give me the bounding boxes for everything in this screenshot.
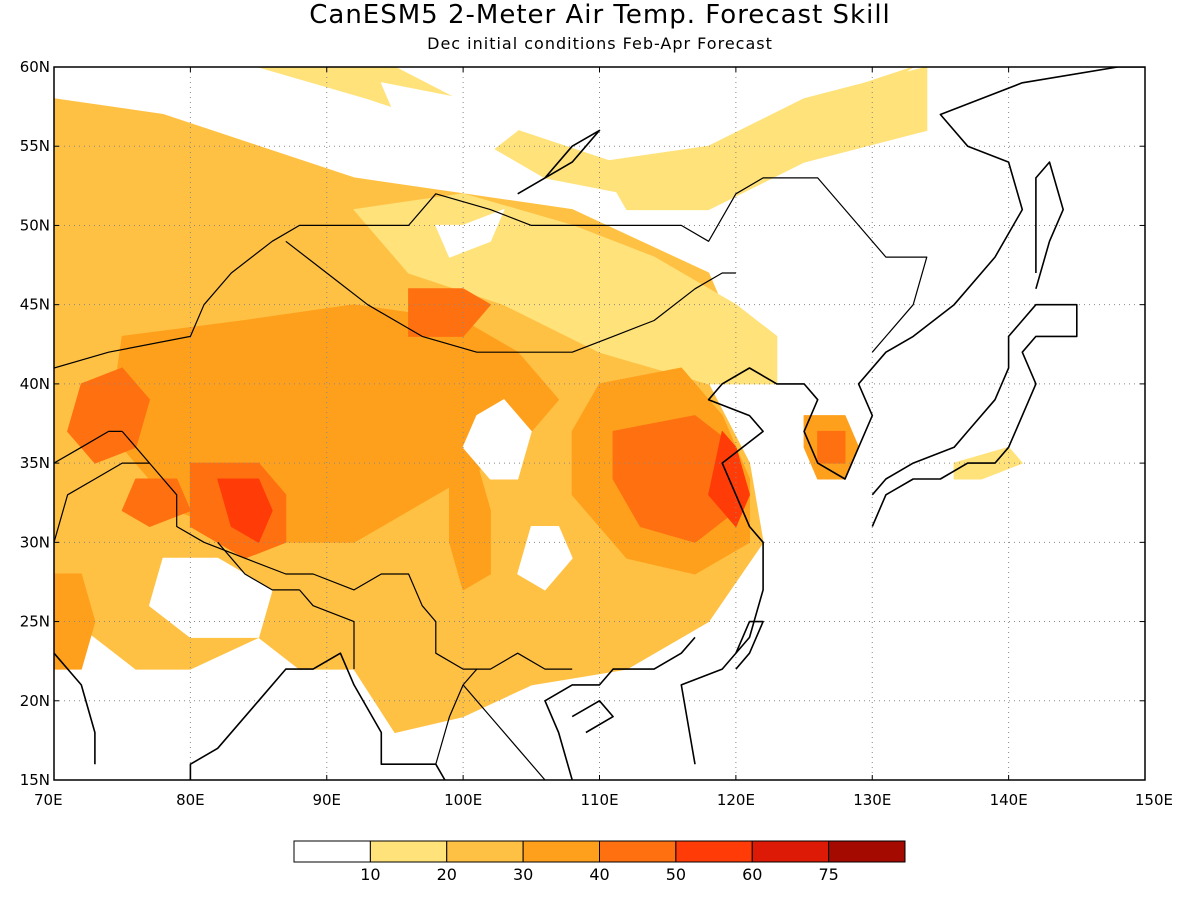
skill-region-white-mongolia	[435, 209, 505, 258]
country-border	[299, 589, 355, 670]
country-border	[435, 668, 478, 765]
coastline	[735, 620, 764, 670]
skill-region-korea-south	[817, 430, 846, 464]
y-tick-label: 40N	[20, 375, 50, 393]
colorbar: 10 20 30 40 50 60 75	[293, 840, 906, 884]
country-border	[54, 462, 150, 543]
coastline	[189, 652, 436, 780]
colorbar-box	[599, 840, 677, 863]
colorbar-box	[293, 840, 371, 863]
colorbar-box	[828, 840, 906, 863]
x-tick-label: 150E	[1135, 791, 1173, 809]
coastline	[517, 129, 601, 195]
x-tick-label: 70E	[34, 791, 63, 809]
y-tick-label: 30N	[20, 533, 50, 551]
coastline	[871, 303, 1078, 527]
colorbar-box	[522, 840, 600, 863]
country-border	[285, 240, 736, 353]
colorbar-label: 75	[818, 865, 838, 884]
map-subtitle: Dec initial conditions Feb-Apr Forecast	[427, 34, 773, 53]
skill-region-east-siberia-band	[599, 67, 928, 211]
longitude-axis: 70E 80E 90E 100E 110E 120E 130E 140E 150E	[34, 67, 1173, 809]
skill-region-white-north	[380, 82, 519, 163]
x-tick-label: 90E	[312, 791, 341, 809]
y-tick-label: 25N	[20, 613, 50, 631]
coastline-layer	[54, 67, 1145, 780]
coastline	[571, 700, 614, 734]
y-tick-label: 45N	[20, 296, 50, 314]
latitude-axis: 15N 20N 25N 30N 35N 40N 45N 50N 55N 60N	[20, 58, 1145, 789]
x-tick-label: 100E	[444, 791, 482, 809]
country-border	[54, 430, 123, 464]
colorbar-label: 50	[666, 865, 686, 884]
colorbar-box	[446, 840, 524, 863]
y-tick-label: 60N	[20, 58, 50, 76]
y-tick-label: 55N	[20, 137, 50, 155]
country-border	[217, 541, 300, 591]
x-tick-label: 120E	[717, 791, 755, 809]
y-tick-label: 20N	[20, 692, 50, 710]
y-tick-label: 35N	[20, 454, 50, 472]
coastline	[680, 67, 1145, 765]
coastline	[54, 652, 96, 765]
skill-region-white-india	[149, 557, 273, 638]
colorbar-box	[751, 840, 830, 863]
skill-shading-layer	[54, 67, 1023, 733]
x-tick-label: 140E	[990, 791, 1028, 809]
y-tick-label: 50N	[20, 216, 50, 234]
skill-region-east-china	[612, 415, 737, 543]
coastline	[1035, 161, 1064, 290]
coastline	[435, 636, 696, 780]
x-tick-label: 110E	[580, 791, 618, 809]
country-border	[54, 177, 928, 369]
x-tick-label: 130E	[853, 791, 891, 809]
skill-region-white-china-2	[517, 526, 573, 591]
country-border	[121, 431, 573, 670]
colorbar-label: 20	[437, 865, 457, 884]
country-border	[462, 684, 546, 780]
map-title: CanESM5 2-Meter Air Temp. Forecast Skill	[309, 0, 891, 30]
colorbar-label: 10	[360, 865, 380, 884]
colorbar-label: 30	[513, 865, 533, 884]
colorbar-box	[675, 840, 753, 863]
skill-region-tibet-core	[217, 478, 273, 543]
colorbar-label: 60	[742, 865, 762, 884]
x-tick-label: 80E	[176, 791, 205, 809]
y-tick-label: 15N	[20, 771, 50, 789]
colorbar-box	[369, 840, 448, 863]
colorbar-label: 40	[589, 865, 609, 884]
